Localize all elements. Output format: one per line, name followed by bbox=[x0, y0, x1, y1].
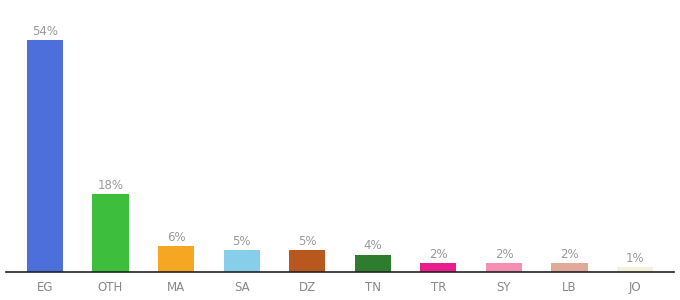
Text: 2%: 2% bbox=[429, 248, 447, 261]
Text: 5%: 5% bbox=[298, 235, 316, 248]
Text: 18%: 18% bbox=[97, 179, 124, 192]
Bar bbox=[420, 263, 456, 272]
Bar bbox=[486, 263, 522, 272]
Bar bbox=[224, 250, 260, 272]
Text: 2%: 2% bbox=[560, 248, 579, 261]
Text: 54%: 54% bbox=[32, 25, 58, 38]
Bar bbox=[158, 246, 194, 272]
Text: 4%: 4% bbox=[364, 239, 382, 252]
Bar bbox=[551, 263, 588, 272]
Bar bbox=[355, 255, 391, 272]
Text: 2%: 2% bbox=[494, 248, 513, 261]
Bar bbox=[27, 40, 63, 272]
Bar bbox=[92, 194, 129, 272]
Bar bbox=[617, 267, 653, 272]
Text: 6%: 6% bbox=[167, 231, 186, 244]
Text: 5%: 5% bbox=[233, 235, 251, 248]
Bar bbox=[289, 250, 325, 272]
Text: 1%: 1% bbox=[626, 252, 645, 265]
